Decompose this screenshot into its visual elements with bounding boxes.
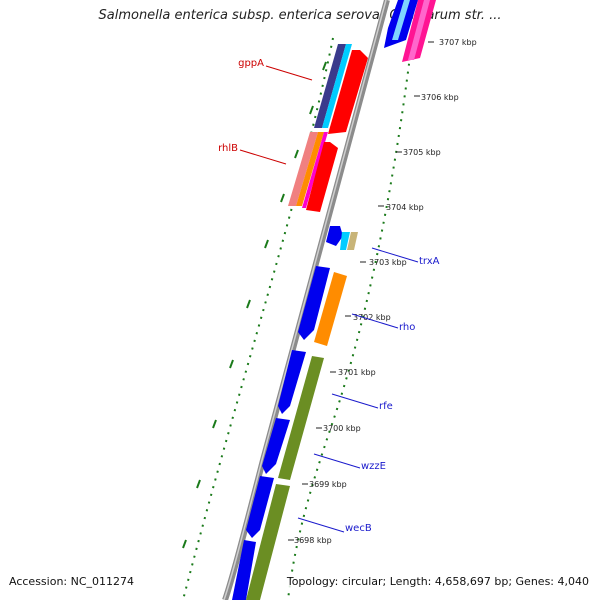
- outer-track-dashes: [182, 61, 327, 549]
- cog-cyan-block: [322, 44, 352, 128]
- cog-green-block: [278, 356, 324, 480]
- gene-reverse: [328, 50, 368, 134]
- tick-label: 3702 kbp: [353, 313, 391, 322]
- gene-label-rhlB: rhlB: [218, 143, 238, 154]
- gene-labels: gppA rhlB trxA rho rfe wzzE wecB: [218, 58, 440, 534]
- gene-label-wzzE: wzzE: [361, 461, 386, 472]
- gene-forward: [246, 476, 274, 538]
- tick-label: 3704 kbp: [386, 203, 424, 212]
- accession-label: Accession: NC_011274: [9, 575, 135, 588]
- cog-salmon-block: [288, 132, 318, 206]
- tick-label: 3699 kbp: [309, 480, 347, 489]
- tick-label: 3703 kbp: [369, 258, 407, 267]
- gene-label-gppA: gppA: [238, 58, 264, 69]
- tick-label: 3707 kbp: [439, 38, 477, 47]
- tick-label: 3700 kbp: [323, 424, 361, 433]
- cog-navy-block: [314, 44, 346, 128]
- tick-label: 3706 kbp: [421, 93, 459, 102]
- gene-forward: [232, 540, 256, 600]
- gene-label-wecB: wecB: [345, 523, 372, 534]
- gene-forward: [262, 418, 290, 474]
- gene-forward: [326, 226, 343, 246]
- cog-orange-block: [314, 272, 347, 346]
- cog-cyan-block: [392, 0, 410, 40]
- gene-forward: [278, 350, 306, 414]
- tick-labels: 3707 kbp 3706 kbp 3705 kbp 3704 kbp 3703…: [294, 38, 477, 545]
- cog-green-block: [246, 484, 290, 600]
- gene-label-rho: rho: [399, 322, 415, 333]
- gene-reverse: [306, 142, 338, 212]
- outer-dotted-track: [182, 37, 334, 600]
- tick-marks: [288, 41, 434, 541]
- genome-backbone: [222, 0, 390, 600]
- cog-orange-block: [296, 132, 324, 206]
- leader-lines: [239, 65, 419, 533]
- tick-label: 3701 kbp: [338, 368, 376, 377]
- tick-label: 3705 kbp: [403, 148, 441, 157]
- cog-magenta-block: [302, 132, 328, 208]
- tick-label: 3698 kbp: [294, 536, 332, 545]
- topology-label: Topology: circular; Length: 4,658,697 bp…: [284, 575, 591, 588]
- cog-cyan-block: [340, 232, 350, 250]
- gene-label-trxA: trxA: [419, 256, 440, 267]
- gene-forward: [298, 266, 330, 340]
- gene-label-rfe: rfe: [379, 401, 393, 412]
- cog-tan-block: [347, 232, 358, 250]
